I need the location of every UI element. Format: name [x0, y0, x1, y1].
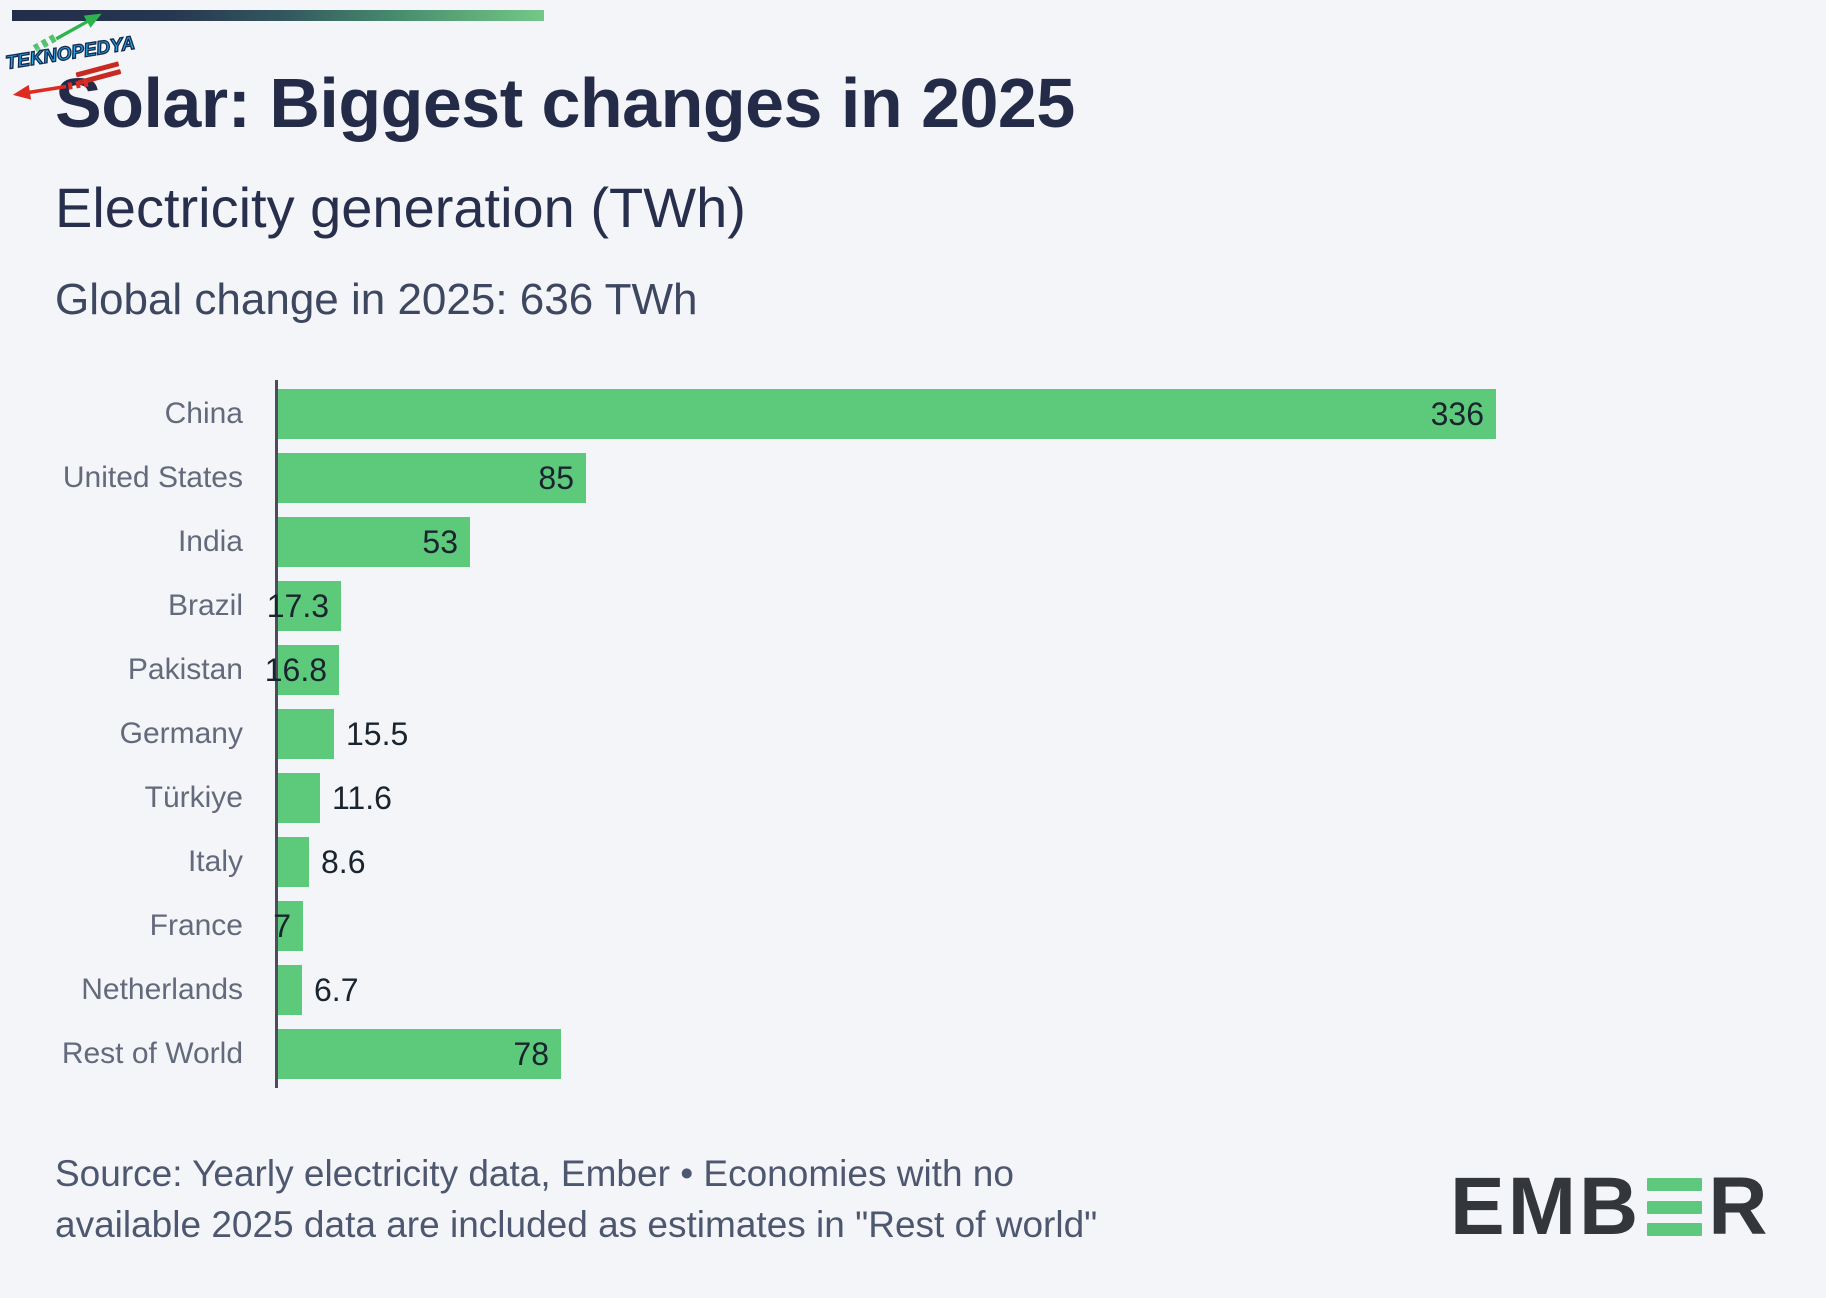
source-note: Source: Yearly electricity data, Ember •… — [55, 1148, 1097, 1250]
bar-track: 85 — [278, 453, 1780, 503]
bar: 17.3 — [267, 581, 341, 631]
arrow-trail-icon — [67, 78, 93, 90]
value-label: 16.8 — [264, 652, 327, 688]
bar-track: 8.6 — [278, 837, 1780, 887]
bar-track: 16.8 — [265, 645, 1780, 695]
value-label: 17.3 — [266, 588, 329, 624]
ember-logo-emb: EMB — [1450, 1161, 1642, 1252]
chart-row: Türkiye 11.6 — [0, 773, 1780, 823]
category-label: Netherlands — [81, 973, 243, 1006]
bar — [278, 773, 320, 823]
chart-row: India 53 — [0, 517, 1780, 567]
category-label: Pakistan — [127, 653, 243, 686]
category-label: India — [177, 525, 243, 558]
value-label: 11.6 — [332, 780, 392, 816]
chart-row: Rest of World 78 — [0, 1029, 1780, 1079]
chart-row: France 7 — [0, 901, 1780, 951]
bar — [278, 837, 309, 887]
bar-track: 11.6 — [278, 773, 1780, 823]
chart-row: China 336 — [0, 389, 1780, 439]
arrow-left-icon — [12, 79, 68, 102]
global-change-annotation: Global change in 2025: 636 TWh — [55, 275, 698, 324]
chart-row: Brazil 17.3 — [0, 581, 1780, 631]
value-label: 53 — [422, 524, 458, 560]
source-line-2: available 2025 data are included as esti… — [55, 1204, 1098, 1245]
ember-logo-r: R — [1708, 1161, 1771, 1252]
bar-track: 336 — [278, 389, 1780, 439]
chart-rows: China 336 United States 85 India 53 Braz… — [0, 389, 1780, 1079]
bar: 85 — [278, 453, 586, 503]
value-label: 336 — [1430, 396, 1484, 432]
top-gradient-bar — [12, 10, 544, 21]
bar — [278, 965, 302, 1015]
ember-green-e-icon — [1647, 1178, 1703, 1236]
bar: 53 — [278, 517, 470, 567]
chart-row: Netherlands 6.7 — [0, 965, 1780, 1015]
category-label: Italy — [187, 845, 243, 878]
value-label: 6.7 — [314, 972, 359, 1008]
bar-track: 78 — [278, 1029, 1780, 1079]
bar-track: 17.3 — [267, 581, 1780, 631]
source-line-1: Source: Yearly electricity data, Ember •… — [55, 1153, 1014, 1194]
category-label: Brazil — [167, 589, 243, 622]
ember-logo: EMB R — [1450, 1161, 1770, 1252]
bar: 7 — [273, 901, 303, 951]
value-label: 85 — [538, 460, 574, 496]
category-label: Rest of World — [61, 1037, 243, 1070]
category-label: France — [149, 909, 243, 942]
page-title: Solar: Biggest changes in 2025 — [55, 64, 1075, 142]
bar-track: 53 — [278, 517, 1780, 567]
bar: 16.8 — [265, 645, 339, 695]
chart-row: United States 85 — [0, 453, 1780, 503]
category-label: Türkiye — [144, 781, 243, 814]
bar: 78 — [278, 1029, 561, 1079]
value-label: 8.6 — [321, 844, 366, 880]
bar — [278, 709, 334, 759]
value-label: 15.5 — [346, 716, 409, 752]
category-label: China — [164, 397, 243, 430]
category-label: United States — [62, 461, 243, 494]
chart-row: Pakistan 16.8 — [0, 645, 1780, 695]
y-axis-line — [275, 380, 278, 1088]
bar: 336 — [278, 389, 1496, 439]
bar-chart: China 336 United States 85 India 53 Braz… — [0, 389, 1780, 1093]
chart-subtitle: Electricity generation (TWh) — [55, 176, 746, 239]
value-label: 78 — [513, 1036, 549, 1072]
bar-track: 7 — [273, 901, 1780, 951]
category-label: Germany — [119, 717, 243, 750]
bar-track: 15.5 — [278, 709, 1780, 759]
value-label: 7 — [273, 908, 291, 944]
chart-row: Germany 15.5 — [0, 709, 1780, 759]
bar-track: 6.7 — [278, 965, 1780, 1015]
chart-row: Italy 8.6 — [0, 837, 1780, 887]
